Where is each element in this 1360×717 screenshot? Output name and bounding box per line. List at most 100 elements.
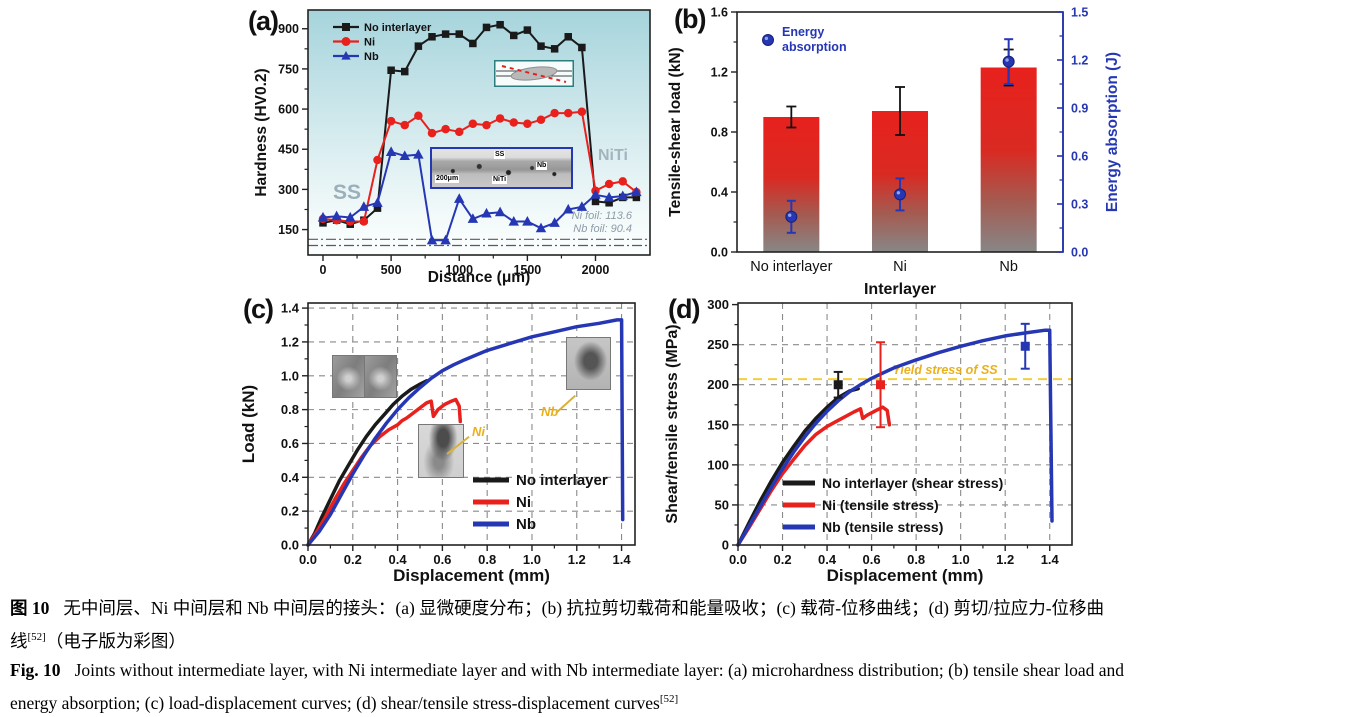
axes: 0.0 0.2 0.4 0.6 0.8 1.0 1.2 1.4 0.0 0.2 0.4 0.6 0.8 1… [281, 301, 631, 567]
svg-text:SS: SS [333, 181, 361, 204]
micrograph-inset: SS Nb NiTi 200μm [430, 147, 573, 189]
svg-text:1.2: 1.2 [711, 66, 728, 80]
svg-text:1000: 1000 [445, 263, 473, 277]
svg-text:0.2: 0.2 [773, 552, 791, 567]
svg-text:NiTi: NiTi [598, 147, 628, 164]
svg-text:1.4: 1.4 [1041, 552, 1060, 567]
fracture-photo-no-interlayer [332, 355, 397, 398]
svg-text:0.6: 0.6 [281, 436, 299, 451]
svg-text:0.0: 0.0 [1071, 246, 1088, 260]
svg-text:0: 0 [320, 263, 327, 277]
svg-text:0.4: 0.4 [389, 552, 408, 567]
svg-text:0: 0 [722, 538, 729, 553]
panel-a-tag: (a) [248, 6, 279, 36]
svg-text:1.0: 1.0 [523, 552, 541, 567]
caption-cn-line1: 图 10 无中间层、Ni 中间层和 Nb 中间层的接头：(a) 显微硬度分布；(b… [10, 594, 1352, 623]
svg-text:300: 300 [707, 297, 729, 312]
micrograph-label-niti: NiTi [492, 176, 508, 184]
panel-d-tag: (d) [668, 294, 701, 324]
svg-text:0.6: 0.6 [433, 552, 451, 567]
figure-canvas: (a) (b) (c) (d) SS NiTi Ni foil: 113.6 Nb f… [239, 4, 1121, 585]
svg-text:0.6: 0.6 [1071, 150, 1088, 164]
joint-schematic-inset [494, 60, 574, 87]
series-nb [317, 146, 642, 245]
chart-hardness-distance: SS NiTi Ni foil: 113.6Nb foil: 90.4 0 500 100… [253, 9, 651, 286]
series-line-nb [306, 318, 625, 547]
micrograph-scalebar: 200μm [435, 175, 460, 183]
energy-absorption-points [785, 38, 1015, 234]
bars [763, 48, 1037, 252]
svg-text:750: 750 [278, 62, 299, 76]
svg-text:Nb: Nb [999, 259, 1018, 275]
svg-text:2000: 2000 [582, 263, 610, 277]
svg-text:500: 500 [381, 263, 402, 277]
series-line-ni [322, 110, 638, 223]
legend-a: No interlayer Ni Nb [333, 22, 432, 63]
svg-text:100: 100 [707, 457, 729, 472]
caption-cn-ref: [52] [27, 631, 46, 643]
figure-caption: 图 10 无中间层、Ni 中间层和 Nb 中间层的接头：(a) 显微硬度分布；(b… [10, 594, 1352, 717]
svg-text:150: 150 [278, 223, 299, 237]
chart-stress-displacement: Yield stress of SS 0.0 0.2 0.4 0.6 0.8 1.0 1.2 1… [664, 297, 1073, 585]
caption-en-tag: Fig. 10 [10, 659, 61, 680]
svg-text:Ni (tensile stress): Ni (tensile stress) [822, 497, 939, 513]
panel-c-tag: (c) [243, 294, 274, 324]
svg-text:Ni: Ni [893, 259, 907, 275]
svg-text:Ni: Ni [516, 494, 531, 511]
svg-text:0.9: 0.9 [1071, 102, 1088, 116]
caption-en-text2: energy absorption; (c) load-displacement… [10, 692, 660, 713]
svg-text:Ni: Ni [364, 37, 375, 49]
svg-text:1.2: 1.2 [568, 552, 586, 567]
svg-text:Load (kN): Load (kN) [239, 385, 258, 463]
series-line-nb-tensile-stress [736, 328, 1054, 547]
svg-text:1.0: 1.0 [281, 368, 299, 383]
svg-text:1.4: 1.4 [613, 552, 632, 567]
svg-text:Nb (tensile stress): Nb (tensile stress) [822, 519, 943, 535]
series-line-no-interlayer [306, 379, 429, 547]
svg-text:0.0: 0.0 [711, 246, 728, 260]
svg-text:Energy absorption (J): Energy absorption (J) [1104, 52, 1121, 212]
svg-text:1.0: 1.0 [952, 552, 970, 567]
svg-text:Nb: Nb [364, 51, 379, 63]
svg-text:50: 50 [715, 497, 729, 512]
svg-text:No interlayer: No interlayer [516, 472, 608, 489]
svg-text:No interlayer: No interlayer [364, 22, 432, 34]
hardness-path-line [501, 65, 567, 83]
svg-text:0.0: 0.0 [281, 538, 299, 553]
bar-nb [980, 67, 1037, 252]
svg-text:Nb foil: 90.4: Nb foil: 90.4 [573, 223, 632, 235]
micrograph-label-ss: SS [494, 151, 506, 159]
caption-cn-text3: （电子版为彩图） [45, 630, 186, 651]
svg-text:0.8: 0.8 [281, 402, 299, 417]
axes: 0.0 0.2 0.4 0.6 0.8 1.0 1.2 1.4 0 50 100 150 200 250 3… [707, 297, 1059, 567]
svg-text:1.5: 1.5 [1071, 6, 1088, 20]
inset-ni-label: Ni [472, 424, 485, 439]
svg-text:0.4: 0.4 [818, 552, 837, 567]
svg-text:1.2: 1.2 [281, 334, 299, 349]
caption-cn-line2: 线[52]（电子版为彩图） [10, 623, 1352, 656]
caption-en-line1: Fig. 10 Joints without intermediate layer… [10, 656, 1352, 685]
gridlines [738, 303, 1072, 545]
svg-text:Ni foil: 113.6: Ni foil: 113.6 [572, 210, 633, 222]
stress-markers [833, 322, 1030, 429]
svg-text:1.4: 1.4 [281, 301, 300, 316]
svg-text:300: 300 [278, 183, 299, 197]
caption-cn-text1: 无中间层、Ni 中间层和 Nb 中间层的接头：(a) 显微硬度分布；(b) 抗拉… [63, 598, 1105, 618]
svg-text:Energy: Energy [782, 25, 824, 39]
svg-text:absorption: absorption [782, 40, 847, 54]
svg-text:200: 200 [707, 377, 729, 392]
svg-text:600: 600 [278, 103, 299, 117]
svg-text:900: 900 [278, 22, 299, 36]
svg-text:450: 450 [278, 143, 299, 157]
svg-text:Nb: Nb [516, 516, 536, 533]
svg-text:0.2: 0.2 [344, 552, 362, 567]
fracture-photo-ni [418, 424, 464, 478]
caption-cn-tag: 图 10 [10, 598, 50, 618]
caption-cn-text2: 线 [10, 630, 28, 651]
svg-text:0.2: 0.2 [281, 504, 299, 519]
svg-text:0.4: 0.4 [711, 186, 728, 200]
svg-text:1.2: 1.2 [1071, 54, 1088, 68]
svg-text:Tensile-shear load (kN): Tensile-shear load (kN) [667, 47, 684, 216]
